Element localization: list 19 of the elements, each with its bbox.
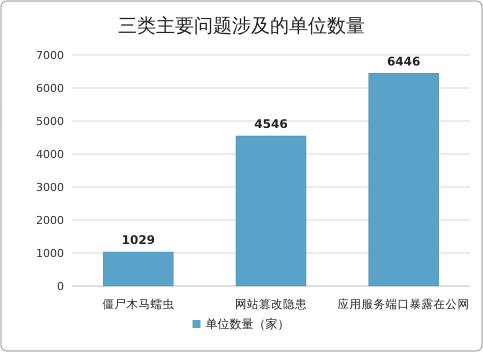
chart-title: 三类主要问题涉及的单位数量 (118, 15, 365, 37)
y-tick-label: 4000 (36, 148, 64, 161)
x-tick-label: 僵尸木马蠕虫 (102, 297, 174, 311)
data-label: 4546 (254, 116, 288, 131)
data-label: 1029 (122, 233, 156, 248)
y-tick-label: 6000 (36, 82, 64, 95)
y-tick-label: 7000 (36, 49, 64, 62)
x-tick-label: 应用服务端口暴露在公网 (338, 297, 470, 311)
bar (236, 136, 306, 286)
y-tick-label: 2000 (36, 214, 64, 227)
y-tick-label: 1000 (36, 247, 64, 260)
data-label: 6446 (386, 54, 420, 68)
bar (103, 252, 174, 286)
y-tick-label: 0 (57, 280, 64, 293)
legend-label: 单位数量（家） (206, 317, 290, 331)
bar (368, 73, 439, 286)
y-tick-label: 5000 (36, 115, 64, 128)
y-tick-label: 3000 (36, 181, 64, 194)
x-tick-label: 网站篡改隐患 (235, 297, 307, 311)
